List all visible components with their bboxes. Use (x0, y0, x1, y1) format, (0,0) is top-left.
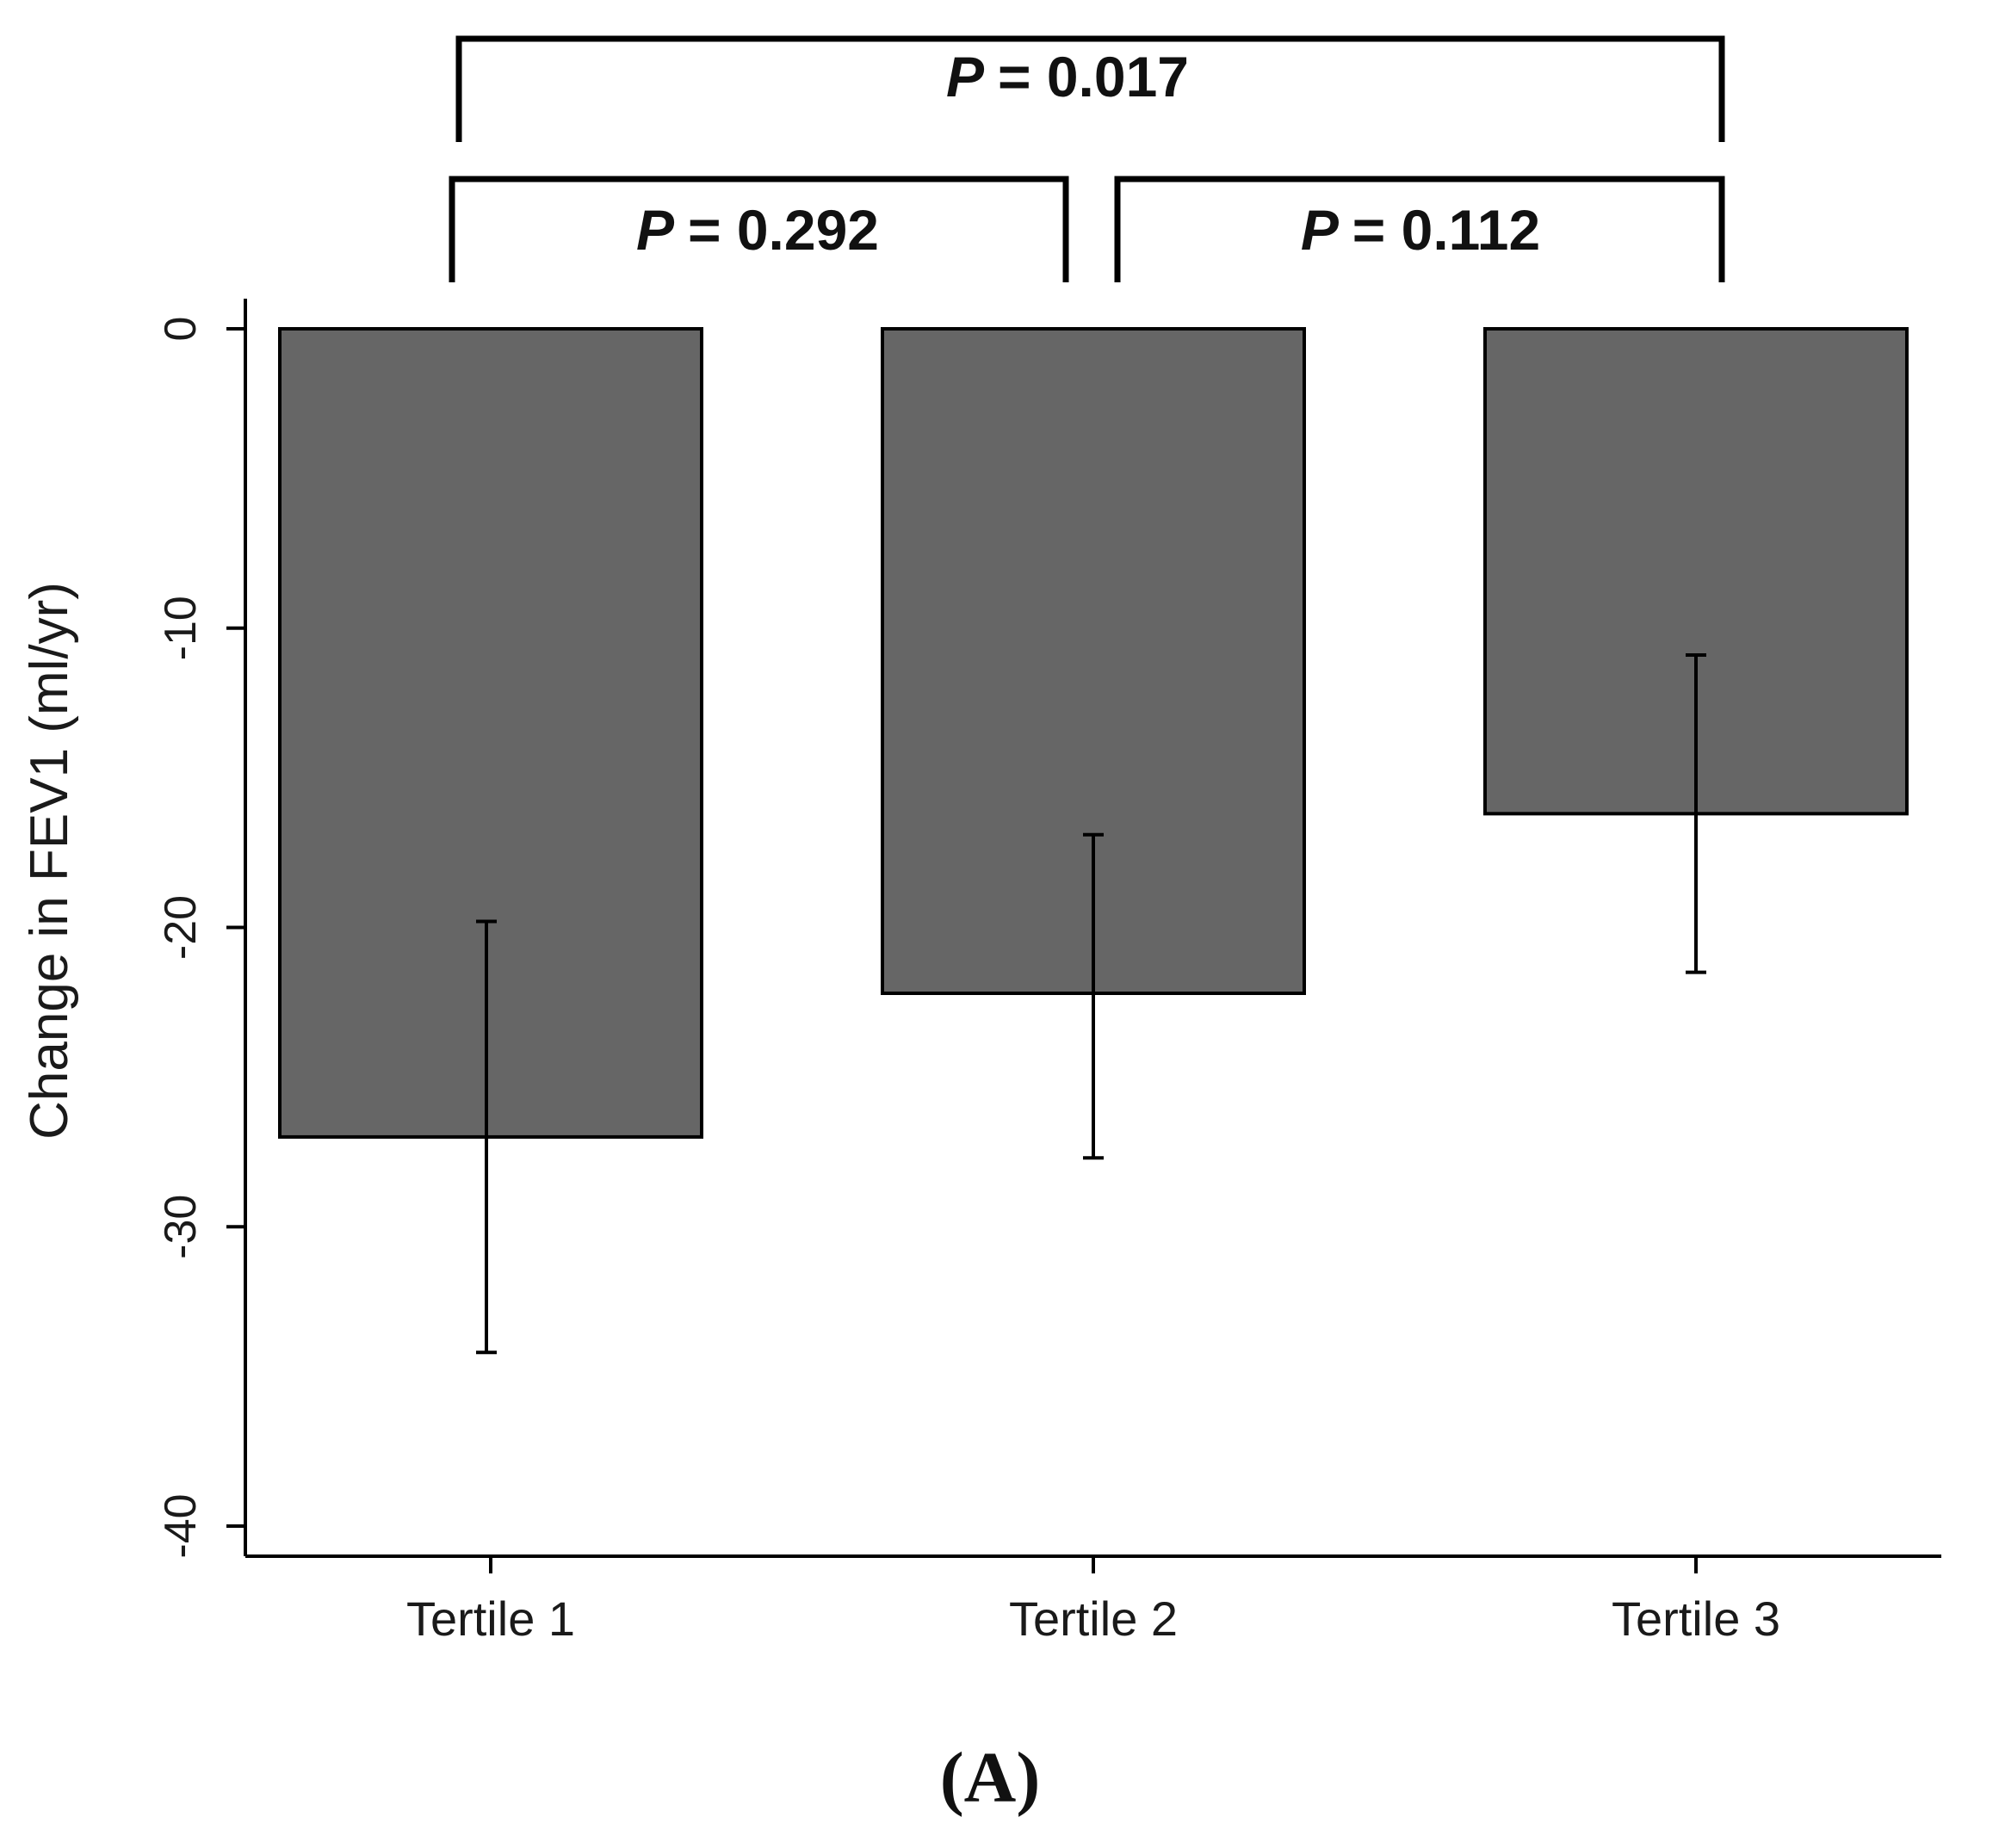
panel-label: (A) (940, 1738, 1041, 1818)
y-tick-label: -10 (156, 596, 206, 660)
comparison-bracket-1 (455, 35, 1725, 142)
p-value: = 0.017 (998, 45, 1189, 108)
bar-3 (1483, 327, 1909, 816)
y-axis-label: Change in FEV1 (ml/yr) (20, 582, 79, 1140)
p-symbol: P (1301, 198, 1352, 262)
x-tick-label: Tertile 3 (1612, 1592, 1780, 1646)
axes-layer: 0 -10 -20 -30 -40 Tertile 1 Tertile 2 Tertile 3 (156, 299, 1941, 1646)
comparison-bracket-3 (1114, 176, 1725, 282)
error-bars-layer (476, 653, 1706, 1355)
y-tick-label: -20 (156, 895, 206, 960)
x-tick-label: Tertile 1 (406, 1592, 575, 1646)
p-symbol: P (636, 198, 688, 262)
bar-1 (278, 327, 703, 1139)
y-tick-label: -40 (156, 1493, 206, 1558)
p-value: = 0.112 (1352, 198, 1540, 262)
comparison-bracket-2 (449, 176, 1069, 282)
p-value-label: P = 0.017 (946, 45, 1189, 108)
p-value-label: P = 0.112 (1301, 198, 1540, 262)
y-tick-label: -30 (156, 1195, 206, 1259)
x-tick-label: Tertile 2 (1009, 1592, 1178, 1646)
y-tick-label: 0 (156, 317, 206, 342)
p-value-label: P = 0.292 (636, 198, 879, 262)
p-symbol: P (946, 45, 998, 108)
p-value: = 0.292 (688, 198, 879, 262)
